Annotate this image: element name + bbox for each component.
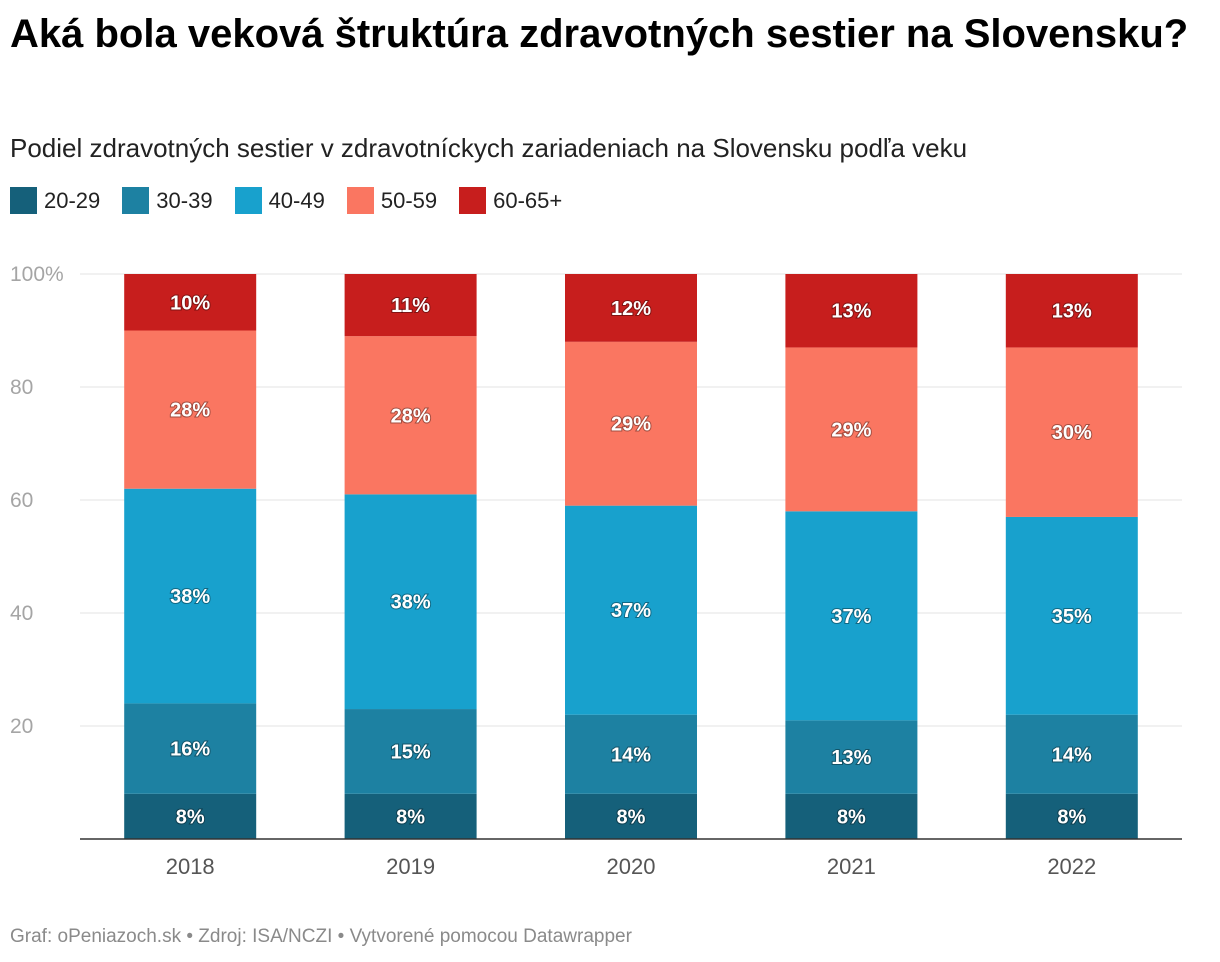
bar-segment-20-29-2020 xyxy=(565,793,697,839)
legend: 20-29 30-39 40-49 50-59 60-65+ xyxy=(10,187,584,214)
bar-segment-50-59-2019 xyxy=(344,336,477,495)
data-label: 12% xyxy=(611,298,651,320)
data-label: 14% xyxy=(1052,744,1092,766)
data-label: 28% xyxy=(391,405,431,427)
bar-segment-40-49-2022 xyxy=(1005,516,1138,715)
data-label: 29% xyxy=(831,419,871,441)
chart-title: Aká bola veková štruktúra zdravotných se… xyxy=(10,12,1189,56)
legend-swatch xyxy=(122,187,150,214)
bar-segment-30-39-2018 xyxy=(124,703,257,794)
x-tick-label: 2020 xyxy=(607,854,656,879)
data-label: 37% xyxy=(611,600,651,622)
legend-swatch xyxy=(234,187,262,214)
legend-swatch xyxy=(346,187,374,214)
stacked-bar-chart: 100% 80 60 40 20 8% 16% 38% 28% 10% 2018 8% 15% 38% 28… xyxy=(10,263,1182,879)
data-label: 16% xyxy=(170,739,210,761)
bar-segment-50-59-2022 xyxy=(1005,347,1138,517)
legend-swatch xyxy=(10,187,37,214)
bar-segment-50-59-2018 xyxy=(124,330,257,489)
data-label: 15% xyxy=(391,741,431,763)
legend-item-40-49: 40-49 xyxy=(234,187,325,214)
data-label: 37% xyxy=(831,606,871,628)
bar-segment-40-49-2021 xyxy=(785,511,918,721)
legend-item-30-39: 30-39 xyxy=(122,187,213,214)
y-tick-label: 80 xyxy=(10,376,33,399)
data-label: 8% xyxy=(837,806,866,828)
bar-segment-20-29-2019 xyxy=(344,793,477,839)
bar-segment-40-49-2019 xyxy=(344,494,477,710)
legend-label: 20-29 xyxy=(44,187,101,213)
bar-segment-20-29-2022 xyxy=(1005,793,1138,839)
legend-label: 50-59 xyxy=(380,187,438,213)
bar-segment-30-39-2019 xyxy=(344,709,477,794)
bar-segment-60-65+-2018 xyxy=(124,274,257,331)
bar-segment-50-59-2021 xyxy=(785,347,918,512)
data-label: 13% xyxy=(1052,301,1092,323)
legend-item-50-59: 50-59 xyxy=(346,187,438,214)
x-tick-label: 2022 xyxy=(1047,854,1096,879)
data-label: 8% xyxy=(1057,806,1086,828)
data-label: 10% xyxy=(170,292,210,314)
data-label: 8% xyxy=(396,806,425,828)
data-label: 11% xyxy=(391,295,430,317)
bar-segment-30-39-2022 xyxy=(1005,714,1138,794)
y-tick-label: 100% xyxy=(10,263,64,286)
data-label: 38% xyxy=(391,592,431,614)
x-tick-label: 2021 xyxy=(827,854,876,879)
bar-segment-20-29-2018 xyxy=(124,793,257,839)
data-label: 8% xyxy=(617,806,646,828)
y-tick-label: 20 xyxy=(10,715,33,738)
legend-item-60-65+: 60-65+ xyxy=(459,187,562,214)
bar-segment-60-65+-2020 xyxy=(565,274,697,342)
bar-segment-40-49-2018 xyxy=(124,488,257,704)
bar-segment-40-49-2020 xyxy=(565,505,697,715)
data-label: 38% xyxy=(170,586,210,608)
bar-segment-60-65+-2022 xyxy=(1005,274,1138,348)
y-tick-label: 60 xyxy=(10,489,33,512)
data-label: 13% xyxy=(831,301,871,323)
data-label: 35% xyxy=(1052,606,1092,628)
bar-segment-20-29-2021 xyxy=(785,793,918,839)
x-tick-label: 2019 xyxy=(386,854,435,879)
data-label: 8% xyxy=(176,806,205,828)
bar-segment-60-65+-2019 xyxy=(344,274,477,337)
footer-credits: Graf: oPeniazoch.sk • Zdroj: ISA/NCZI • … xyxy=(10,926,632,947)
bar-segment-60-65+-2021 xyxy=(785,274,918,348)
data-label: 13% xyxy=(831,747,871,769)
legend-label: 30-39 xyxy=(156,187,213,213)
bar-segment-50-59-2020 xyxy=(565,341,697,506)
legend-label: 40-49 xyxy=(268,187,325,213)
chart-subtitle: Podiel zdravotných sestier v zdravotníck… xyxy=(10,133,968,163)
data-label: 14% xyxy=(611,744,651,766)
legend-swatch xyxy=(459,187,487,214)
bar-segment-30-39-2020 xyxy=(565,714,697,794)
bar-segment-30-39-2021 xyxy=(785,720,918,794)
legend-item-20-29: 20-29 xyxy=(10,187,100,214)
data-label: 29% xyxy=(611,414,651,436)
data-label: 30% xyxy=(1052,422,1092,444)
data-label: 28% xyxy=(170,400,210,422)
x-tick-label: 2018 xyxy=(166,854,215,879)
y-tick-label: 40 xyxy=(10,602,33,625)
legend-label: 60-65+ xyxy=(493,187,563,213)
